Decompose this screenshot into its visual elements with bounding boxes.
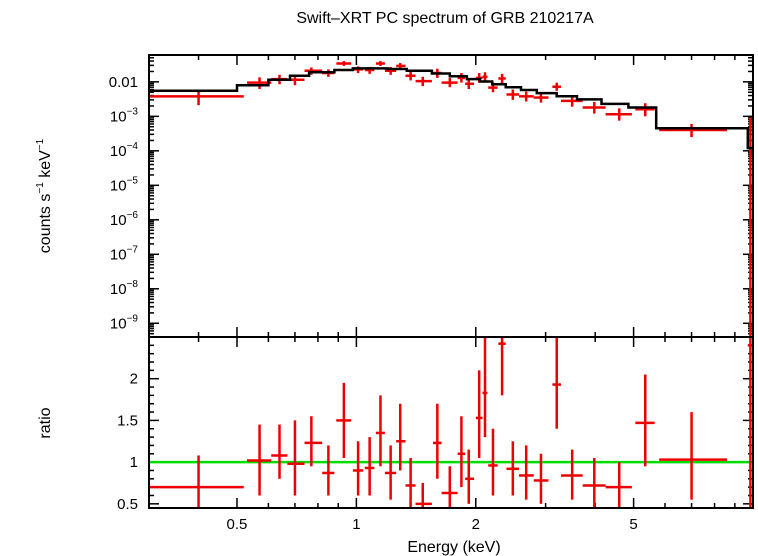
spectrum-data-point xyxy=(582,102,606,114)
ratio-data-point xyxy=(149,455,244,508)
spectrum-data-point xyxy=(659,123,728,138)
ratio-data-point xyxy=(518,445,534,500)
ratio-data-point xyxy=(375,395,385,467)
ratio-data-point xyxy=(560,449,583,500)
y-tick-label: 10−5 xyxy=(110,175,139,194)
y-tick-label: 0.5 xyxy=(117,496,138,513)
spectrum-data-point xyxy=(552,82,561,91)
ratio-data-point xyxy=(582,457,606,508)
y-tick-base: 10 xyxy=(110,281,127,298)
ratio-data-point xyxy=(432,403,442,479)
ratio-data-point xyxy=(415,482,432,508)
x-tick-label: 1 xyxy=(352,516,360,533)
y-tick-base: 10 xyxy=(110,177,127,194)
ratio-data-point xyxy=(304,416,323,467)
ratio-data-point xyxy=(475,370,483,458)
spectrum-data-points xyxy=(149,61,753,337)
spectrum-data-point xyxy=(635,103,655,117)
ratio-data-point xyxy=(441,466,458,508)
ratio-data-point xyxy=(605,462,632,508)
spectrum-data-point xyxy=(506,89,519,100)
ratio-data-point xyxy=(336,382,352,458)
ratio-data-point xyxy=(533,453,549,504)
spectrum-data-point xyxy=(560,95,583,107)
y-tick-exponent: −8 xyxy=(127,279,139,290)
ratio-data-point xyxy=(287,420,305,496)
spectrum-data-point xyxy=(533,92,549,103)
y-tick-exponent: −6 xyxy=(127,210,139,221)
spectrum-data-point xyxy=(498,73,506,84)
y-tick-label: 10−4 xyxy=(110,141,139,160)
y-tick-exponent: −9 xyxy=(127,313,139,324)
x-tick-labels: 0.5 1 2 5 xyxy=(227,516,638,533)
y-tick-base: 10 xyxy=(110,143,127,160)
ratio-y-ticks: 0.5 1 1.5 2 xyxy=(117,336,753,513)
y-tick-base: 10 xyxy=(110,108,127,125)
ratio-data-point xyxy=(488,428,498,496)
y-tick-label: 10−6 xyxy=(110,210,139,229)
y-tick-exponent: −7 xyxy=(127,244,139,255)
ratio-data-point xyxy=(457,416,466,488)
y-tick-label: 1.5 xyxy=(117,412,138,429)
y-tick-exponent: −5 xyxy=(127,175,139,186)
x-tick-label: 0.5 xyxy=(227,516,248,533)
spectrum-data-point xyxy=(441,77,458,88)
ylabel-kev: keV xyxy=(37,150,54,182)
ratio-data-point xyxy=(465,449,475,504)
spectrum-data-point xyxy=(415,76,432,87)
y-tick-base: 10 xyxy=(110,315,127,332)
ratio-data-point xyxy=(635,374,655,467)
y-tick-base: 10 xyxy=(110,212,127,229)
spectrum-data-point xyxy=(149,90,244,106)
ratio-data-point xyxy=(405,457,416,508)
y-tick-label: 2 xyxy=(130,371,138,388)
ratio-data-point xyxy=(506,441,519,496)
spectrum-data-point xyxy=(336,61,352,66)
y-tick-exponent: −3 xyxy=(127,106,139,117)
x-tick-label: 2 xyxy=(472,516,480,533)
ylabel-sup1: −1 xyxy=(35,182,46,194)
ratio-data-point xyxy=(322,445,335,496)
ylabel-counts: counts s xyxy=(37,194,54,254)
ratio-data-point xyxy=(247,424,272,496)
y-tick-label: 10−8 xyxy=(110,279,139,298)
y-tick-label: 1 xyxy=(130,454,138,471)
spectrum-data-point xyxy=(457,73,466,83)
ylabel-sup2: −1 xyxy=(35,138,46,150)
model-step-line xyxy=(149,67,753,150)
x-tick-label: 5 xyxy=(629,516,637,533)
ratio-data-point xyxy=(552,337,561,429)
y-tick-base: 10 xyxy=(110,246,127,263)
ratio-data-point xyxy=(271,424,288,479)
spectrum-y-axis-label: counts s−1 keV−1 xyxy=(35,138,54,253)
spectrum-data-point xyxy=(518,91,534,102)
y-tick-label: 10−9 xyxy=(110,313,139,332)
spectrum-data-point xyxy=(605,108,632,121)
y-tick-label: 0.01 xyxy=(109,74,138,91)
ratio-data-points xyxy=(149,337,753,508)
spectrum-data-point xyxy=(482,72,488,82)
ratio-data-point xyxy=(498,337,506,396)
spectrum-data-point xyxy=(465,79,475,89)
ratio-data-point xyxy=(384,445,397,500)
ratio-data-point xyxy=(352,441,364,496)
ratio-data-point xyxy=(364,437,375,496)
spectrum-data-point xyxy=(375,61,385,66)
y-tick-label: 10−7 xyxy=(110,244,139,263)
chart-title: Swift–XRT PC spectrum of GRB 210217A xyxy=(296,10,594,27)
y-tick-exponent: −4 xyxy=(127,141,139,152)
ratio-y-axis-label: ratio xyxy=(37,407,54,438)
ratio-panel: 0.5 1 1.5 2 xyxy=(117,336,754,513)
ratio-frame xyxy=(148,336,754,509)
y-tick-label: 10−3 xyxy=(110,106,139,125)
x-axis-label: Energy (keV) xyxy=(407,539,500,556)
ratio-data-point xyxy=(659,412,728,500)
ratio-data-point xyxy=(482,337,488,438)
spectrum-data-point xyxy=(405,71,416,81)
ratio-data-point xyxy=(396,403,406,471)
